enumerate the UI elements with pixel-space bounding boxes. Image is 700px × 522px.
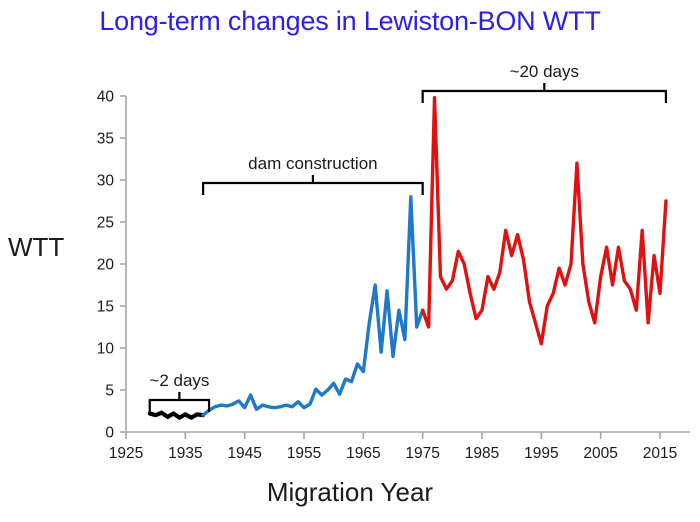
- data-series-line: [201, 195, 425, 417]
- x-tick-label: 1955: [287, 445, 321, 462]
- y-tick-label: 15: [97, 299, 114, 316]
- x-tick-label: 1985: [465, 445, 499, 462]
- y-tick-label: 30: [97, 173, 115, 190]
- annotation-label: ~2 days: [149, 371, 209, 390]
- x-tick-label: 2005: [583, 445, 617, 462]
- x-tick-label: 1975: [405, 445, 439, 462]
- x-tick-label: 1995: [524, 445, 558, 462]
- x-tick-label: 2015: [643, 445, 677, 462]
- annotation-label: dam construction: [248, 154, 377, 173]
- y-tick-label: 40: [97, 89, 115, 106]
- data-series-line: [420, 95, 668, 346]
- annotation-bracket: [421, 83, 668, 103]
- y-tick-label: 0: [105, 425, 114, 442]
- annotation-label: ~20 days: [510, 62, 579, 81]
- y-tick-label: 25: [97, 215, 114, 232]
- x-axis: 1925 1935 1945 1955 1965 1975 1985 1995 2005 2015: [109, 431, 690, 462]
- y-tick-label: 20: [97, 257, 115, 274]
- y-tick-label: 10: [97, 341, 115, 358]
- data-series-group: [147, 95, 668, 420]
- y-tick-label: 35: [97, 131, 114, 148]
- y-axis: 0 5 10 15 20 25 30 35 40: [97, 89, 127, 442]
- y-tick-label: 5: [105, 383, 114, 400]
- annotation-bracket: [202, 175, 424, 195]
- x-tick-label: 1945: [227, 445, 261, 462]
- data-series-line: [147, 410, 206, 420]
- chart-title: Long-term changes in Lewiston-BON WTT: [99, 6, 601, 36]
- x-tick-label: 1935: [168, 445, 202, 462]
- x-tick-label: 1965: [346, 445, 380, 462]
- annotations-group: ~2 days dam construction ~20 days: [148, 62, 668, 412]
- x-axis-label: Migration Year: [266, 477, 434, 507]
- y-axis-label: WTT: [8, 232, 65, 262]
- annotation-bracket: [148, 392, 211, 412]
- x-tick-label: 1925: [109, 445, 143, 462]
